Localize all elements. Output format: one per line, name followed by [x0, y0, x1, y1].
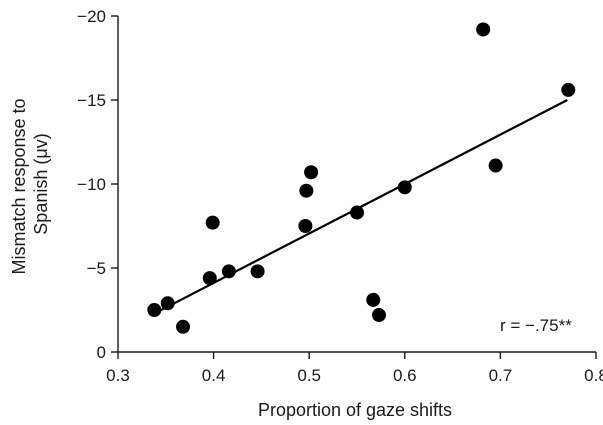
- data-point: [147, 303, 162, 317]
- data-point: [202, 271, 217, 286]
- data-points: [147, 22, 576, 334]
- x-tick-label: 0.6: [393, 366, 417, 385]
- y-tick-label: 0: [97, 343, 106, 362]
- x-tick-label: 0.7: [489, 366, 513, 385]
- data-point: [366, 292, 381, 307]
- data-point: [561, 82, 576, 97]
- x-tick-label: 0.4: [202, 366, 226, 385]
- data-point: [205, 215, 220, 230]
- y-axis-title-line-2: Spanish (μv): [31, 133, 51, 234]
- data-point: [488, 158, 503, 173]
- x-tick-label: 0.5: [297, 366, 321, 385]
- x-tick-label: 0.8: [584, 366, 603, 385]
- y-tick-label: −10: [77, 175, 106, 194]
- y-tick-label: −15: [77, 91, 106, 110]
- x-tick-label: 0.3: [106, 366, 130, 385]
- y-tick-label: −20: [77, 7, 106, 26]
- data-point: [304, 165, 319, 180]
- data-point: [250, 264, 265, 279]
- data-point: [221, 264, 236, 279]
- correlation-annotation: r = −.75**: [500, 316, 572, 335]
- data-point: [160, 296, 175, 311]
- data-point: [298, 219, 313, 233]
- data-point: [476, 22, 491, 37]
- data-point: [371, 308, 386, 323]
- y-axis-title-line-1: Mismatch response to: [9, 98, 29, 274]
- x-ticks: 0.3 0.4 0.5 0.6 0.7 0.8: [106, 352, 603, 385]
- axes: [117, 16, 596, 353]
- y-tick-label: −5: [87, 259, 106, 278]
- x-axis-title: Proportion of gaze shifts: [258, 400, 452, 420]
- y-axis-title: Mismatch response to Spanish (μv): [9, 93, 51, 274]
- y-ticks: 0 −5 −10 −15 −20: [77, 7, 118, 362]
- data-point: [176, 319, 191, 334]
- data-point: [350, 205, 364, 220]
- data-point: [299, 183, 314, 198]
- data-point: [397, 180, 412, 195]
